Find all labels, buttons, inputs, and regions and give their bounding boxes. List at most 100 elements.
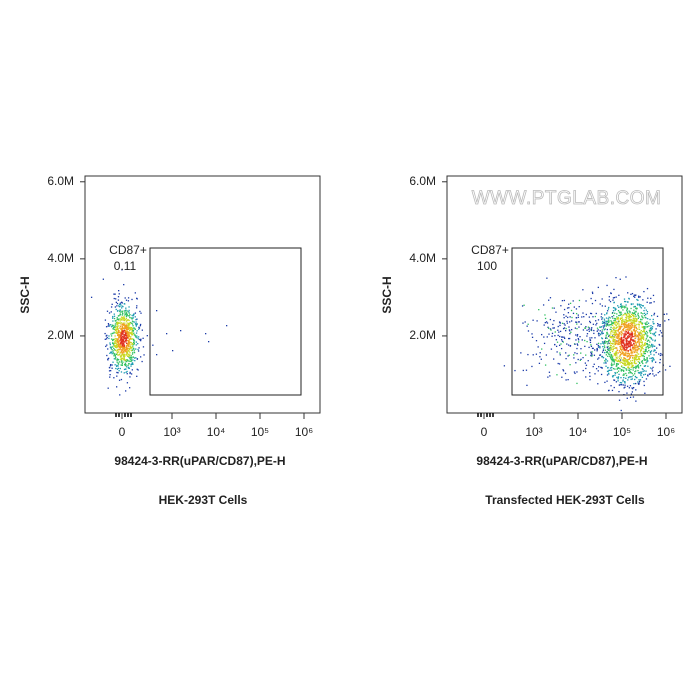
event-dot (617, 330, 619, 332)
event-dot (621, 342, 623, 344)
event-dot (633, 333, 635, 335)
event-dot (647, 322, 650, 324)
event-dot (639, 321, 641, 324)
event-dot (111, 346, 113, 348)
event-dot (616, 337, 618, 339)
event-dot (631, 354, 633, 356)
event-dot (126, 330, 128, 333)
event-dot (639, 332, 641, 334)
event-dot (613, 363, 615, 365)
event-dot (633, 335, 635, 338)
event-dot (575, 362, 577, 364)
event-dot (617, 343, 619, 346)
event-dot (118, 322, 121, 324)
event-dot (122, 350, 124, 353)
event-dot (621, 339, 624, 341)
event-dot (124, 353, 126, 356)
event-dot (127, 326, 129, 328)
event-dot (623, 359, 626, 362)
event-dot (650, 350, 653, 352)
event-dot (133, 351, 136, 354)
event-dot (615, 336, 617, 338)
event-dot (124, 359, 126, 361)
event-dot (597, 342, 600, 345)
event-dot (632, 303, 634, 305)
event-dot (116, 361, 118, 363)
event-dot (657, 323, 659, 325)
x-tick-label: 10⁴ (207, 425, 226, 439)
event-dot (634, 366, 637, 368)
event-dot (630, 351, 632, 354)
event-dot (118, 305, 120, 307)
event-dot (626, 335, 629, 337)
event-dot (125, 332, 127, 334)
event-dot (601, 367, 603, 369)
event-dot (123, 368, 126, 371)
event-dot (633, 327, 636, 329)
event-dot (115, 353, 118, 356)
event-dot (634, 358, 637, 360)
event-dot (110, 333, 112, 335)
event-dot (649, 346, 651, 348)
event-dot (640, 348, 643, 350)
event-dot (558, 344, 561, 346)
event-dot (119, 332, 121, 334)
event-dot (135, 324, 137, 326)
event-dot (133, 321, 135, 323)
event-dot (561, 300, 564, 302)
event-dot (581, 316, 583, 318)
event-dot (613, 288, 615, 291)
event-dot (617, 328, 620, 331)
event-dot (630, 344, 632, 347)
event-dot (615, 351, 617, 353)
event-dot (628, 336, 630, 339)
event-dot (614, 333, 616, 336)
event-dot (114, 293, 116, 295)
event-dot (625, 359, 627, 362)
event-dot (136, 305, 138, 307)
event-dot (115, 330, 118, 332)
event-dot (605, 336, 607, 338)
event-dot (604, 346, 606, 349)
event-dot (637, 312, 639, 314)
event-dot (654, 340, 656, 342)
event-dot (117, 318, 120, 321)
event-dot (604, 340, 606, 342)
event-dot (615, 327, 617, 330)
event-dot (118, 343, 120, 346)
event-dot (131, 357, 133, 359)
event-dot (629, 328, 632, 330)
event-dot (208, 341, 210, 343)
event-dot (621, 317, 623, 319)
event-dot (132, 330, 134, 332)
event-dot (624, 312, 626, 314)
event-dot (611, 329, 613, 332)
event-dot (107, 357, 110, 360)
event-dot (601, 333, 603, 335)
event-dot (620, 337, 623, 340)
event-dot (576, 333, 579, 336)
event-dot (618, 373, 620, 376)
event-dot (627, 377, 630, 379)
event-dot (126, 314, 128, 317)
event-dot (638, 331, 640, 334)
event-dot (637, 340, 639, 343)
event-dot (601, 305, 604, 307)
event-dot (659, 362, 661, 364)
event-dot (605, 320, 607, 322)
event-dot (649, 329, 652, 332)
event-dot (620, 384, 623, 386)
event-dot (559, 354, 561, 356)
event-dot (639, 362, 641, 365)
event-dot (118, 361, 121, 363)
event-dot (608, 319, 610, 321)
event-dot (629, 349, 631, 351)
event-dot (614, 334, 616, 336)
event-dot (612, 338, 614, 341)
event-dot (126, 313, 128, 315)
event-dot (138, 347, 140, 349)
event-dot (544, 314, 546, 316)
event-dot (136, 368, 138, 370)
event-dot (615, 381, 618, 383)
event-dot (624, 305, 626, 308)
